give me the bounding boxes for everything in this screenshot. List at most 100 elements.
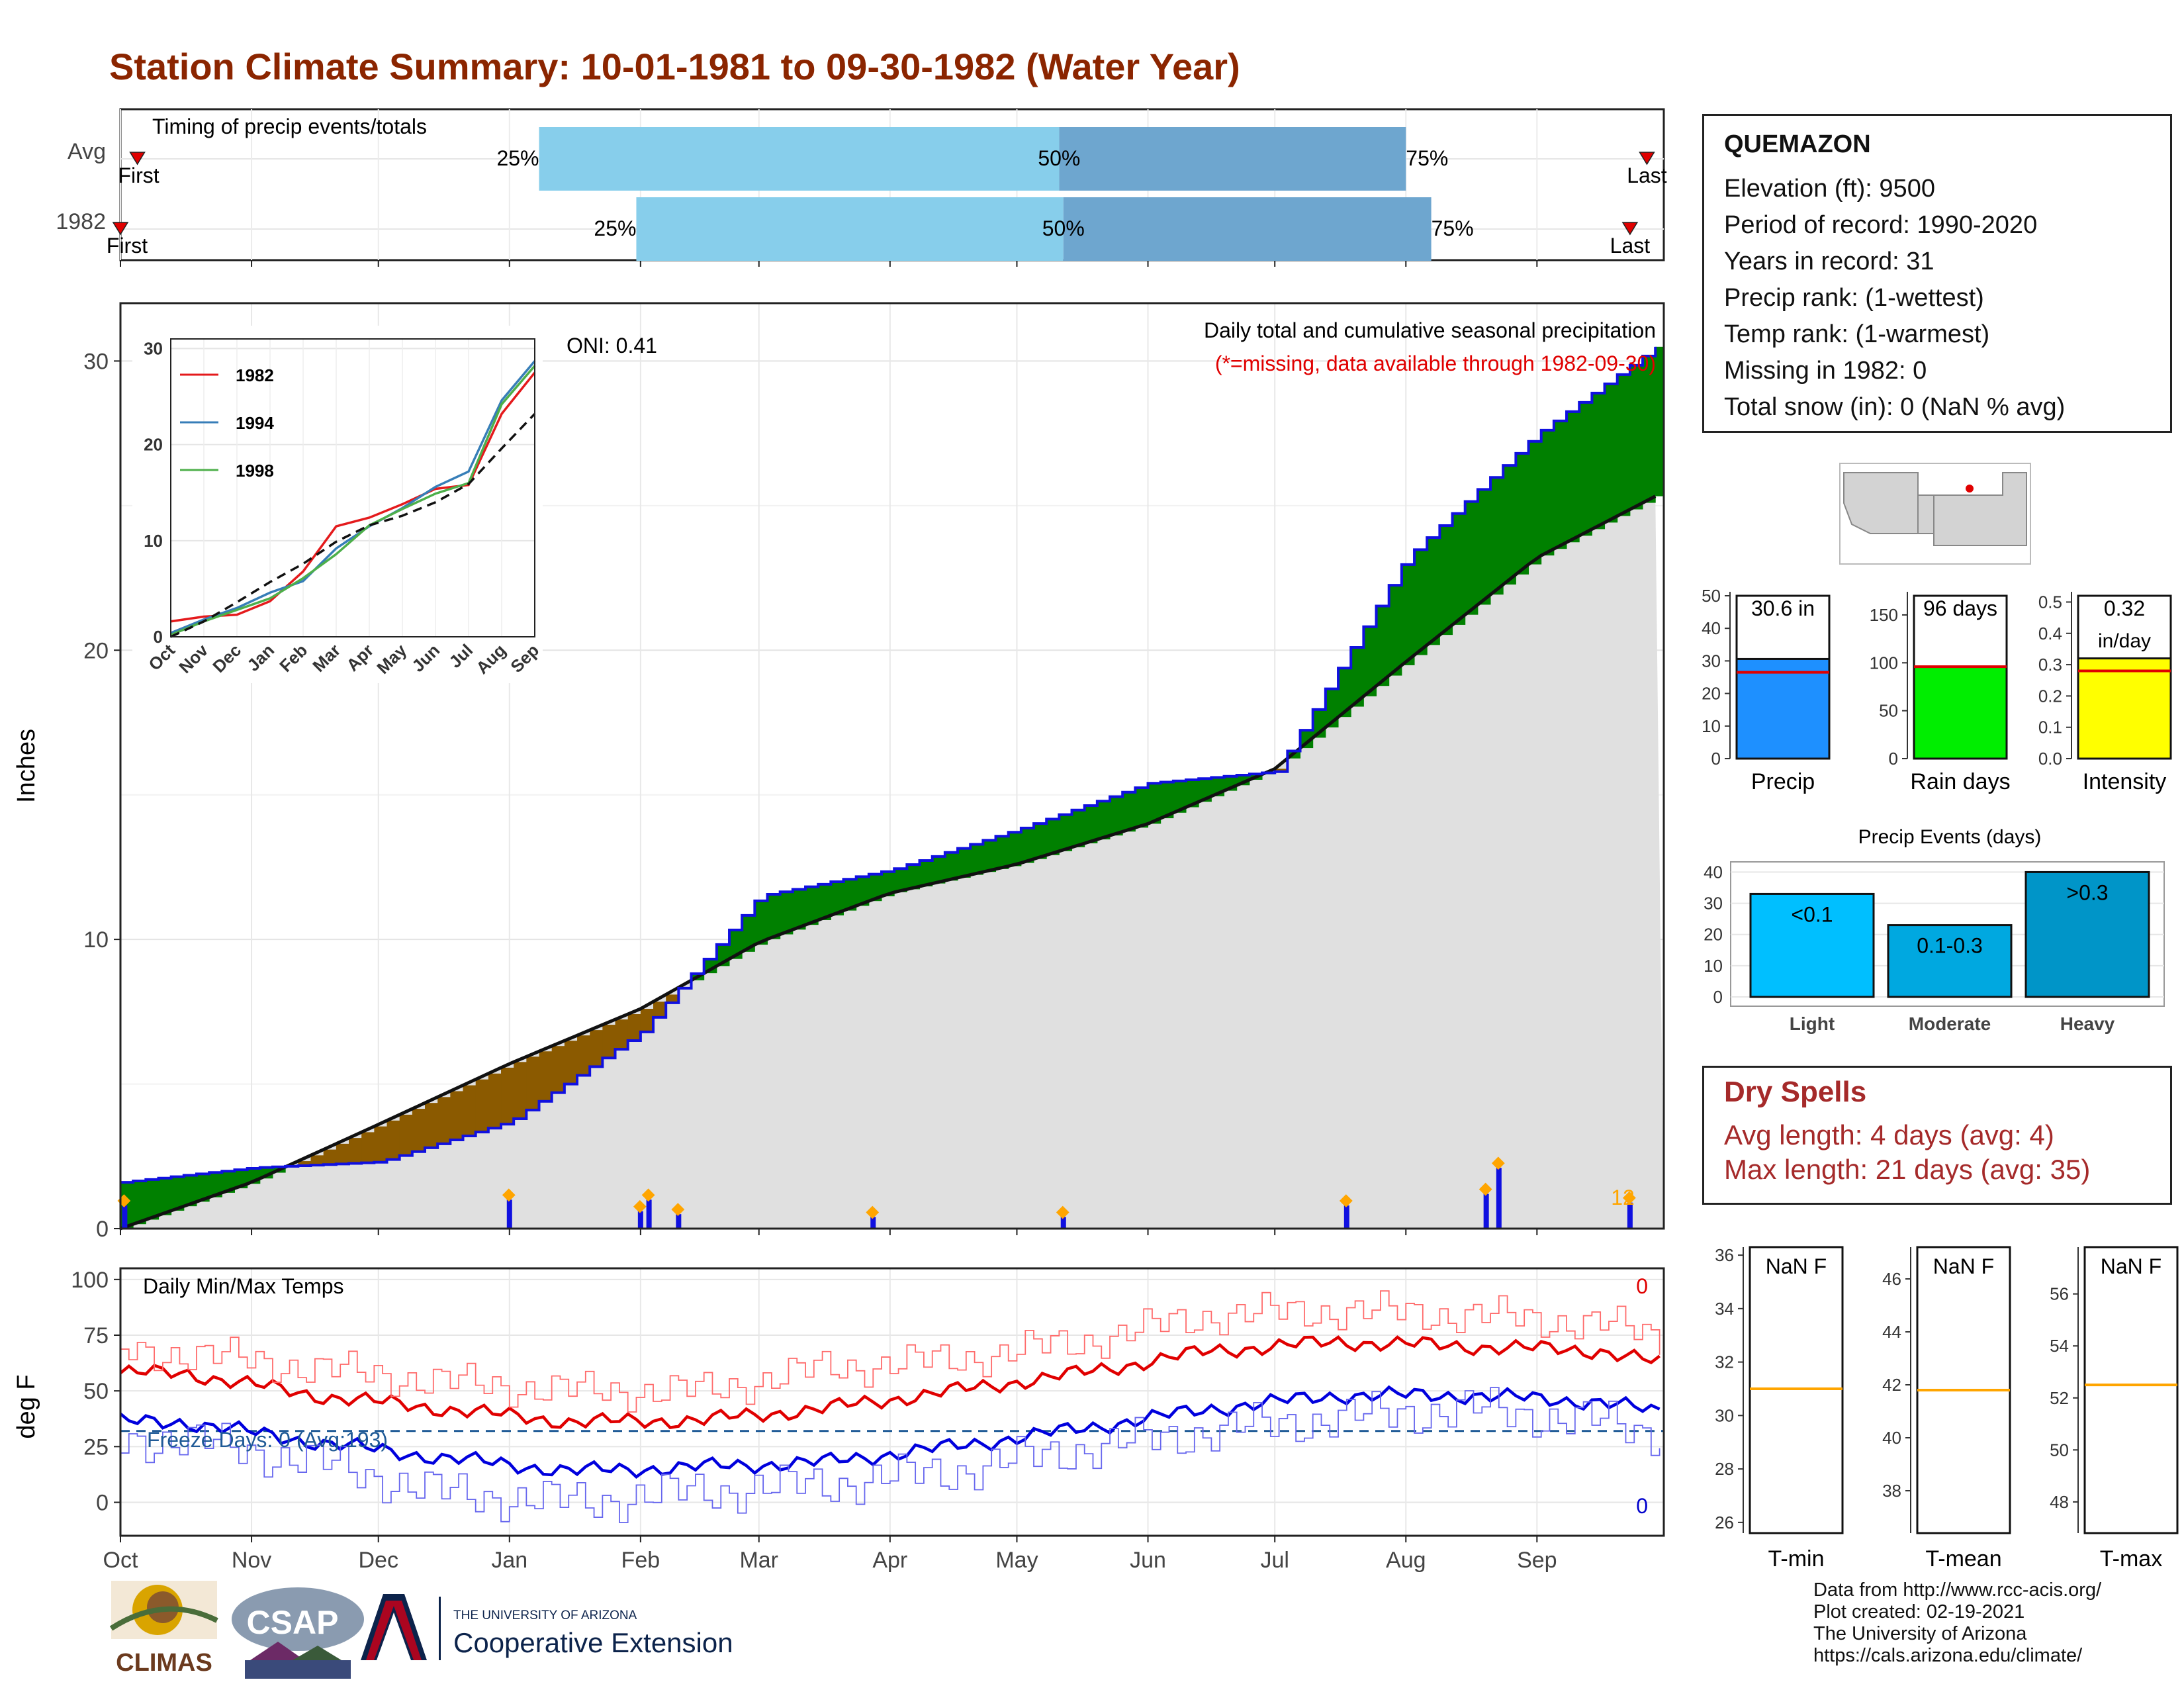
temp-summary-label: T-min	[1768, 1546, 1825, 1571]
station-marker	[1966, 485, 1974, 492]
surplus-band	[958, 848, 971, 878]
csap-logo: CSAP	[232, 1587, 364, 1679]
event-category-label: Light	[1790, 1013, 1835, 1034]
inset-ytick: 0	[154, 627, 163, 647]
month-tick: Jul	[1260, 1548, 1289, 1573]
surplus-band	[209, 1172, 222, 1197]
temp-label: Daily Min/Max Temps	[143, 1274, 343, 1298]
precip-ytick: 10	[83, 927, 109, 953]
temp-summary-ytick: 32	[1715, 1352, 1734, 1372]
surplus-band	[1401, 564, 1415, 665]
temp-summary-t-mean: 38 40 42 44 46 NaN F T-mean	[1882, 1246, 2011, 1571]
stat-bar	[1913, 665, 2008, 760]
temp-ylabel: deg F	[13, 1374, 40, 1438]
stat-value: 96 days	[1923, 596, 1997, 620]
timing-p50-label: 50%	[1042, 216, 1085, 240]
surplus-band	[818, 884, 831, 920]
temp-summary-ytick: 50	[2050, 1440, 2069, 1460]
surplus-band	[1173, 780, 1187, 813]
temp-summary-ytick: 38	[1882, 1481, 1901, 1501]
stat-panel-precip: 0 10 20 30 40 50 30.6 in Precip	[1702, 586, 1831, 794]
surplus-band	[1148, 783, 1161, 824]
month-tick: Aug	[1386, 1548, 1426, 1573]
timing-p50-label: 50%	[1038, 146, 1080, 170]
temp-summary-t-min: 26 28 30 32 34 36 NaN F T-min	[1715, 1245, 1844, 1571]
timing-bar-25-50	[636, 197, 1064, 261]
daily-precip-mark	[1622, 1191, 1636, 1205]
surplus-band	[1110, 796, 1123, 836]
precip-panel: 0 10 20 30 Inches ONI: 0.41 Daily total and…	[13, 302, 1665, 1242]
deficit-band	[615, 1019, 629, 1050]
month-tick: Jun	[1130, 1548, 1166, 1573]
max-daily-label: 12	[1611, 1186, 1635, 1209]
surplus-band	[1376, 606, 1390, 686]
surplus-band	[1465, 501, 1479, 615]
daily-precip-mark	[633, 1199, 647, 1213]
surplus-band	[1046, 819, 1060, 855]
event-category-label: Moderate	[1909, 1013, 1991, 1034]
month-tick: Sep	[1517, 1548, 1557, 1573]
stat-panel-raindays: 0 50 100 150 96 days Rain days	[1870, 592, 2011, 794]
surplus-band	[1071, 810, 1085, 847]
min-count: 0	[1636, 1494, 1648, 1518]
surplus-band	[1388, 585, 1402, 676]
temp-summary-ytick: 30	[1715, 1405, 1734, 1425]
surplus-band	[831, 882, 844, 915]
temp-ytick: 75	[83, 1323, 109, 1348]
deficit-band	[640, 1008, 654, 1032]
surplus-band	[1553, 420, 1567, 549]
surplus-band	[1160, 782, 1174, 819]
event-bar-heavy	[2025, 870, 2150, 998]
deficit-band	[437, 1097, 451, 1144]
temp-summary-frame	[1749, 1246, 1844, 1534]
daily-precip-mark	[502, 1188, 516, 1202]
precip-ytick: 20	[83, 638, 109, 663]
inset-ytick: 30	[144, 339, 163, 359]
surplus-band	[1427, 538, 1440, 645]
month-tick: Nov	[232, 1548, 271, 1573]
surplus-band	[197, 1174, 210, 1202]
surplus-band	[1643, 355, 1656, 503]
first-event-marker	[129, 152, 146, 165]
stat-ytick: 20	[1702, 684, 1721, 704]
temp-summary-ytick: 36	[1715, 1245, 1734, 1265]
surplus-band	[158, 1178, 172, 1215]
deficit-band	[463, 1085, 477, 1137]
deficit-band	[374, 1126, 388, 1162]
average-cumulative-area	[120, 496, 1664, 1229]
svg-text:CSAP: CSAP	[247, 1604, 339, 1641]
station-precip-rank: Precip rank: (1-wettest)	[1724, 284, 1984, 312]
daily-precip-bar	[870, 1217, 876, 1229]
surplus-band	[970, 844, 983, 875]
stat-ytick: 10	[1702, 716, 1721, 736]
stat-ytick: 0	[1889, 749, 1898, 769]
event-bar-moderate	[1887, 924, 2013, 998]
credits: Data from http://www.rcc-acis.org/ Plot …	[1813, 1579, 2101, 1667]
deficit-band	[590, 1030, 603, 1067]
timing-panel: 25% 50% 75% First Last 25% 50% 75% First Last Tim…	[56, 108, 1667, 267]
events-ytick: 40	[1704, 862, 1723, 882]
surplus-band	[171, 1176, 185, 1211]
stat-ytick: 0.5	[2038, 592, 2062, 612]
temp-summary-ytick: 56	[2050, 1284, 2069, 1304]
surplus-band	[983, 840, 997, 872]
event-category-label: Heavy	[2060, 1013, 2115, 1034]
surplus-band	[907, 865, 921, 890]
stat-ytick: 0.4	[2038, 624, 2062, 643]
temp-summary-value: NaN F	[1933, 1254, 1994, 1278]
deficit-band	[627, 1014, 641, 1041]
station-temp-rank: Temp rank: (1-warmest)	[1724, 320, 1990, 348]
deficit-band	[387, 1120, 400, 1160]
station-years: Years in record: 31	[1724, 248, 1934, 275]
surplus-band	[894, 868, 907, 892]
deficit-band	[349, 1138, 362, 1164]
temp-summary-ytick: 54	[2050, 1336, 2069, 1356]
month-tick: Feb	[621, 1548, 660, 1573]
surplus-band	[1655, 346, 1664, 496]
credit-line: Plot created: 02-19-2021	[1813, 1601, 2025, 1622]
inset-series-average	[170, 413, 536, 638]
deficit-band	[564, 1041, 578, 1084]
deficit-band	[361, 1132, 375, 1163]
inset-legend-1982: 1982	[236, 365, 274, 385]
stat-ytick: 40	[1702, 618, 1721, 638]
